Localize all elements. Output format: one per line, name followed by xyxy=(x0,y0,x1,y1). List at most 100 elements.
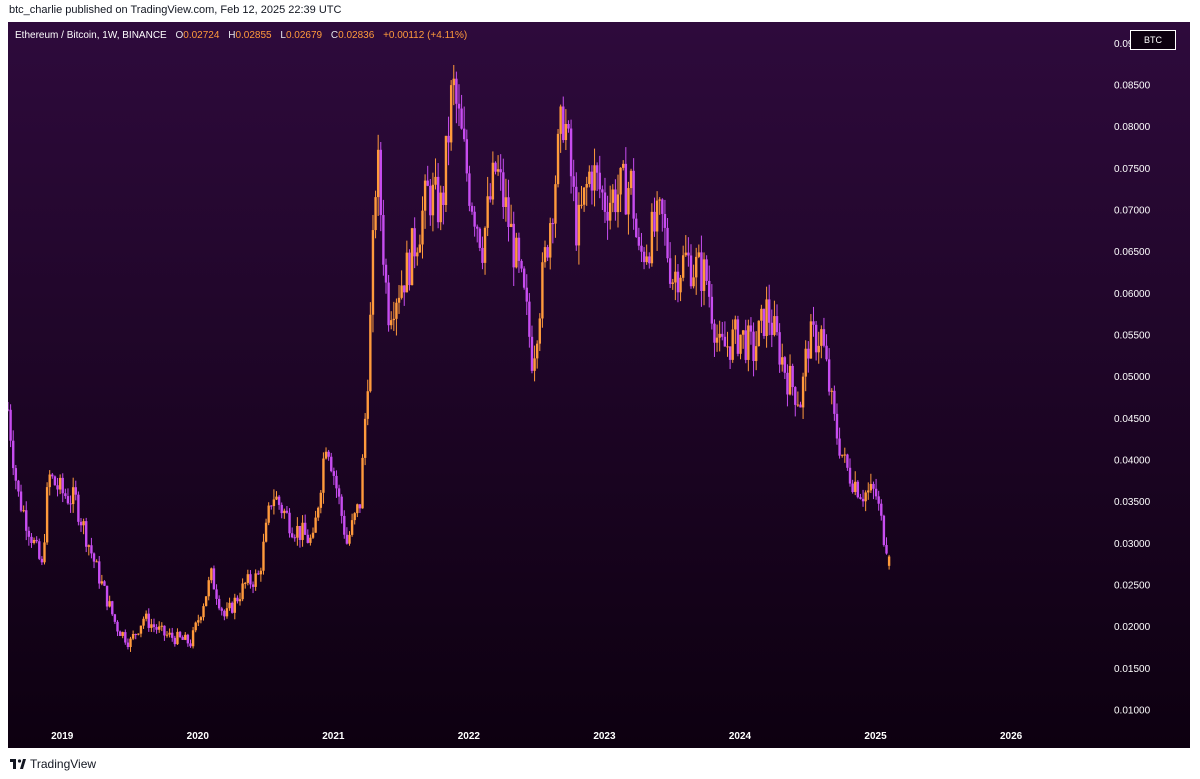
candle-body xyxy=(840,454,844,456)
candle-body xyxy=(264,522,268,542)
candle-body xyxy=(629,170,633,189)
candle-body xyxy=(413,228,416,257)
candle-body xyxy=(726,346,729,348)
candle-body xyxy=(642,251,646,263)
candle-body xyxy=(710,296,714,324)
candle-body xyxy=(692,277,695,287)
candle-body xyxy=(460,108,463,129)
candle-body xyxy=(713,323,716,343)
candle-body xyxy=(32,539,36,543)
candle-body xyxy=(48,474,51,488)
candle-body xyxy=(350,520,354,535)
candle-body xyxy=(533,358,536,371)
candle-body xyxy=(520,260,523,269)
candle-body xyxy=(335,475,338,489)
candle-body xyxy=(635,218,638,238)
candle-body xyxy=(848,467,852,484)
candle-body xyxy=(69,503,72,505)
candle-body xyxy=(22,510,25,512)
x-tick-label: 2022 xyxy=(458,731,481,742)
candle-body xyxy=(507,197,510,227)
chart-area[interactable]: 0.090000.085000.080000.075000.070000.065… xyxy=(8,22,1190,748)
candle-body xyxy=(382,215,385,265)
footer: TradingView xyxy=(0,750,1200,779)
candle-body xyxy=(801,376,805,408)
candle-body xyxy=(356,504,359,514)
price-axis[interactable]: 0.090000.085000.080000.075000.070000.065… xyxy=(1114,39,1151,717)
candle-body xyxy=(129,638,132,648)
candle-body xyxy=(176,631,179,645)
high-value: 0.02855 xyxy=(235,30,272,41)
candle-body xyxy=(541,262,544,319)
candle-body xyxy=(679,277,682,293)
candle-body xyxy=(241,583,244,600)
candle-body xyxy=(676,271,680,293)
candle-body xyxy=(100,581,104,584)
candle-body xyxy=(61,477,64,494)
candle-body xyxy=(666,227,669,259)
candle-body xyxy=(322,458,325,493)
candle-body xyxy=(473,211,476,227)
tradingview-brand: TradingView xyxy=(30,757,97,771)
candle-body xyxy=(559,106,562,134)
candle-body xyxy=(549,223,552,258)
candle-body xyxy=(202,606,205,618)
candle-body xyxy=(82,521,85,526)
close-value: 0.02836 xyxy=(338,30,375,41)
candle-body xyxy=(400,285,403,298)
candle-body xyxy=(290,533,294,538)
candle-body xyxy=(637,237,641,246)
candle-body xyxy=(171,632,174,638)
candle-body xyxy=(728,346,732,360)
candle-body xyxy=(416,252,419,257)
candle-body xyxy=(470,205,474,212)
candle-body xyxy=(189,643,192,647)
candle-body xyxy=(747,325,750,360)
candle-body xyxy=(405,252,409,293)
candle-body xyxy=(327,451,330,457)
candle-body xyxy=(155,627,158,630)
candle-body xyxy=(804,348,807,377)
candle-body xyxy=(403,285,406,293)
candle-body xyxy=(147,613,150,628)
candle-body xyxy=(43,542,46,563)
candle-body xyxy=(165,634,169,636)
y-tick-label: 0.08000 xyxy=(1114,122,1151,133)
currency-badge[interactable]: BTC xyxy=(1130,30,1176,50)
candle-body xyxy=(538,318,541,344)
y-tick-label: 0.08500 xyxy=(1114,81,1151,92)
price-chart[interactable]: 0.090000.085000.080000.075000.070000.065… xyxy=(8,22,1190,748)
candle-body xyxy=(369,314,372,392)
candle-body xyxy=(429,185,432,216)
time-axis[interactable]: 2019 2020 2021 2022 2023 2024 2025 2026 xyxy=(51,731,1023,742)
candle-body xyxy=(627,188,630,215)
candle-body xyxy=(781,357,784,365)
x-tick-label: 2024 xyxy=(729,731,752,742)
candle-body xyxy=(838,438,841,456)
candle-body xyxy=(376,149,380,198)
candle-body xyxy=(257,573,260,575)
candle-body xyxy=(225,608,229,617)
candle-body xyxy=(640,245,643,252)
candle-body xyxy=(410,228,414,286)
candle-body xyxy=(90,545,93,554)
candle-body xyxy=(215,589,218,599)
low-label: L xyxy=(280,30,286,41)
candle-body xyxy=(181,637,184,640)
candle-body xyxy=(697,252,701,257)
candle-body xyxy=(569,128,573,177)
x-tick-label: 2021 xyxy=(322,731,345,742)
candle-body xyxy=(551,223,555,225)
candle-body xyxy=(105,585,109,607)
publish-bar: btc_charlie published on TradingView.com… xyxy=(0,0,1200,22)
candle-body xyxy=(595,165,599,173)
candle-body xyxy=(272,499,276,507)
candle-body xyxy=(721,333,724,337)
candle-body xyxy=(408,252,411,286)
candle-body xyxy=(421,210,424,245)
candle-body xyxy=(160,625,164,627)
candle-body xyxy=(468,173,471,206)
y-tick-label: 0.06500 xyxy=(1114,247,1151,258)
candle-body xyxy=(494,162,497,172)
candle-body xyxy=(462,128,466,140)
